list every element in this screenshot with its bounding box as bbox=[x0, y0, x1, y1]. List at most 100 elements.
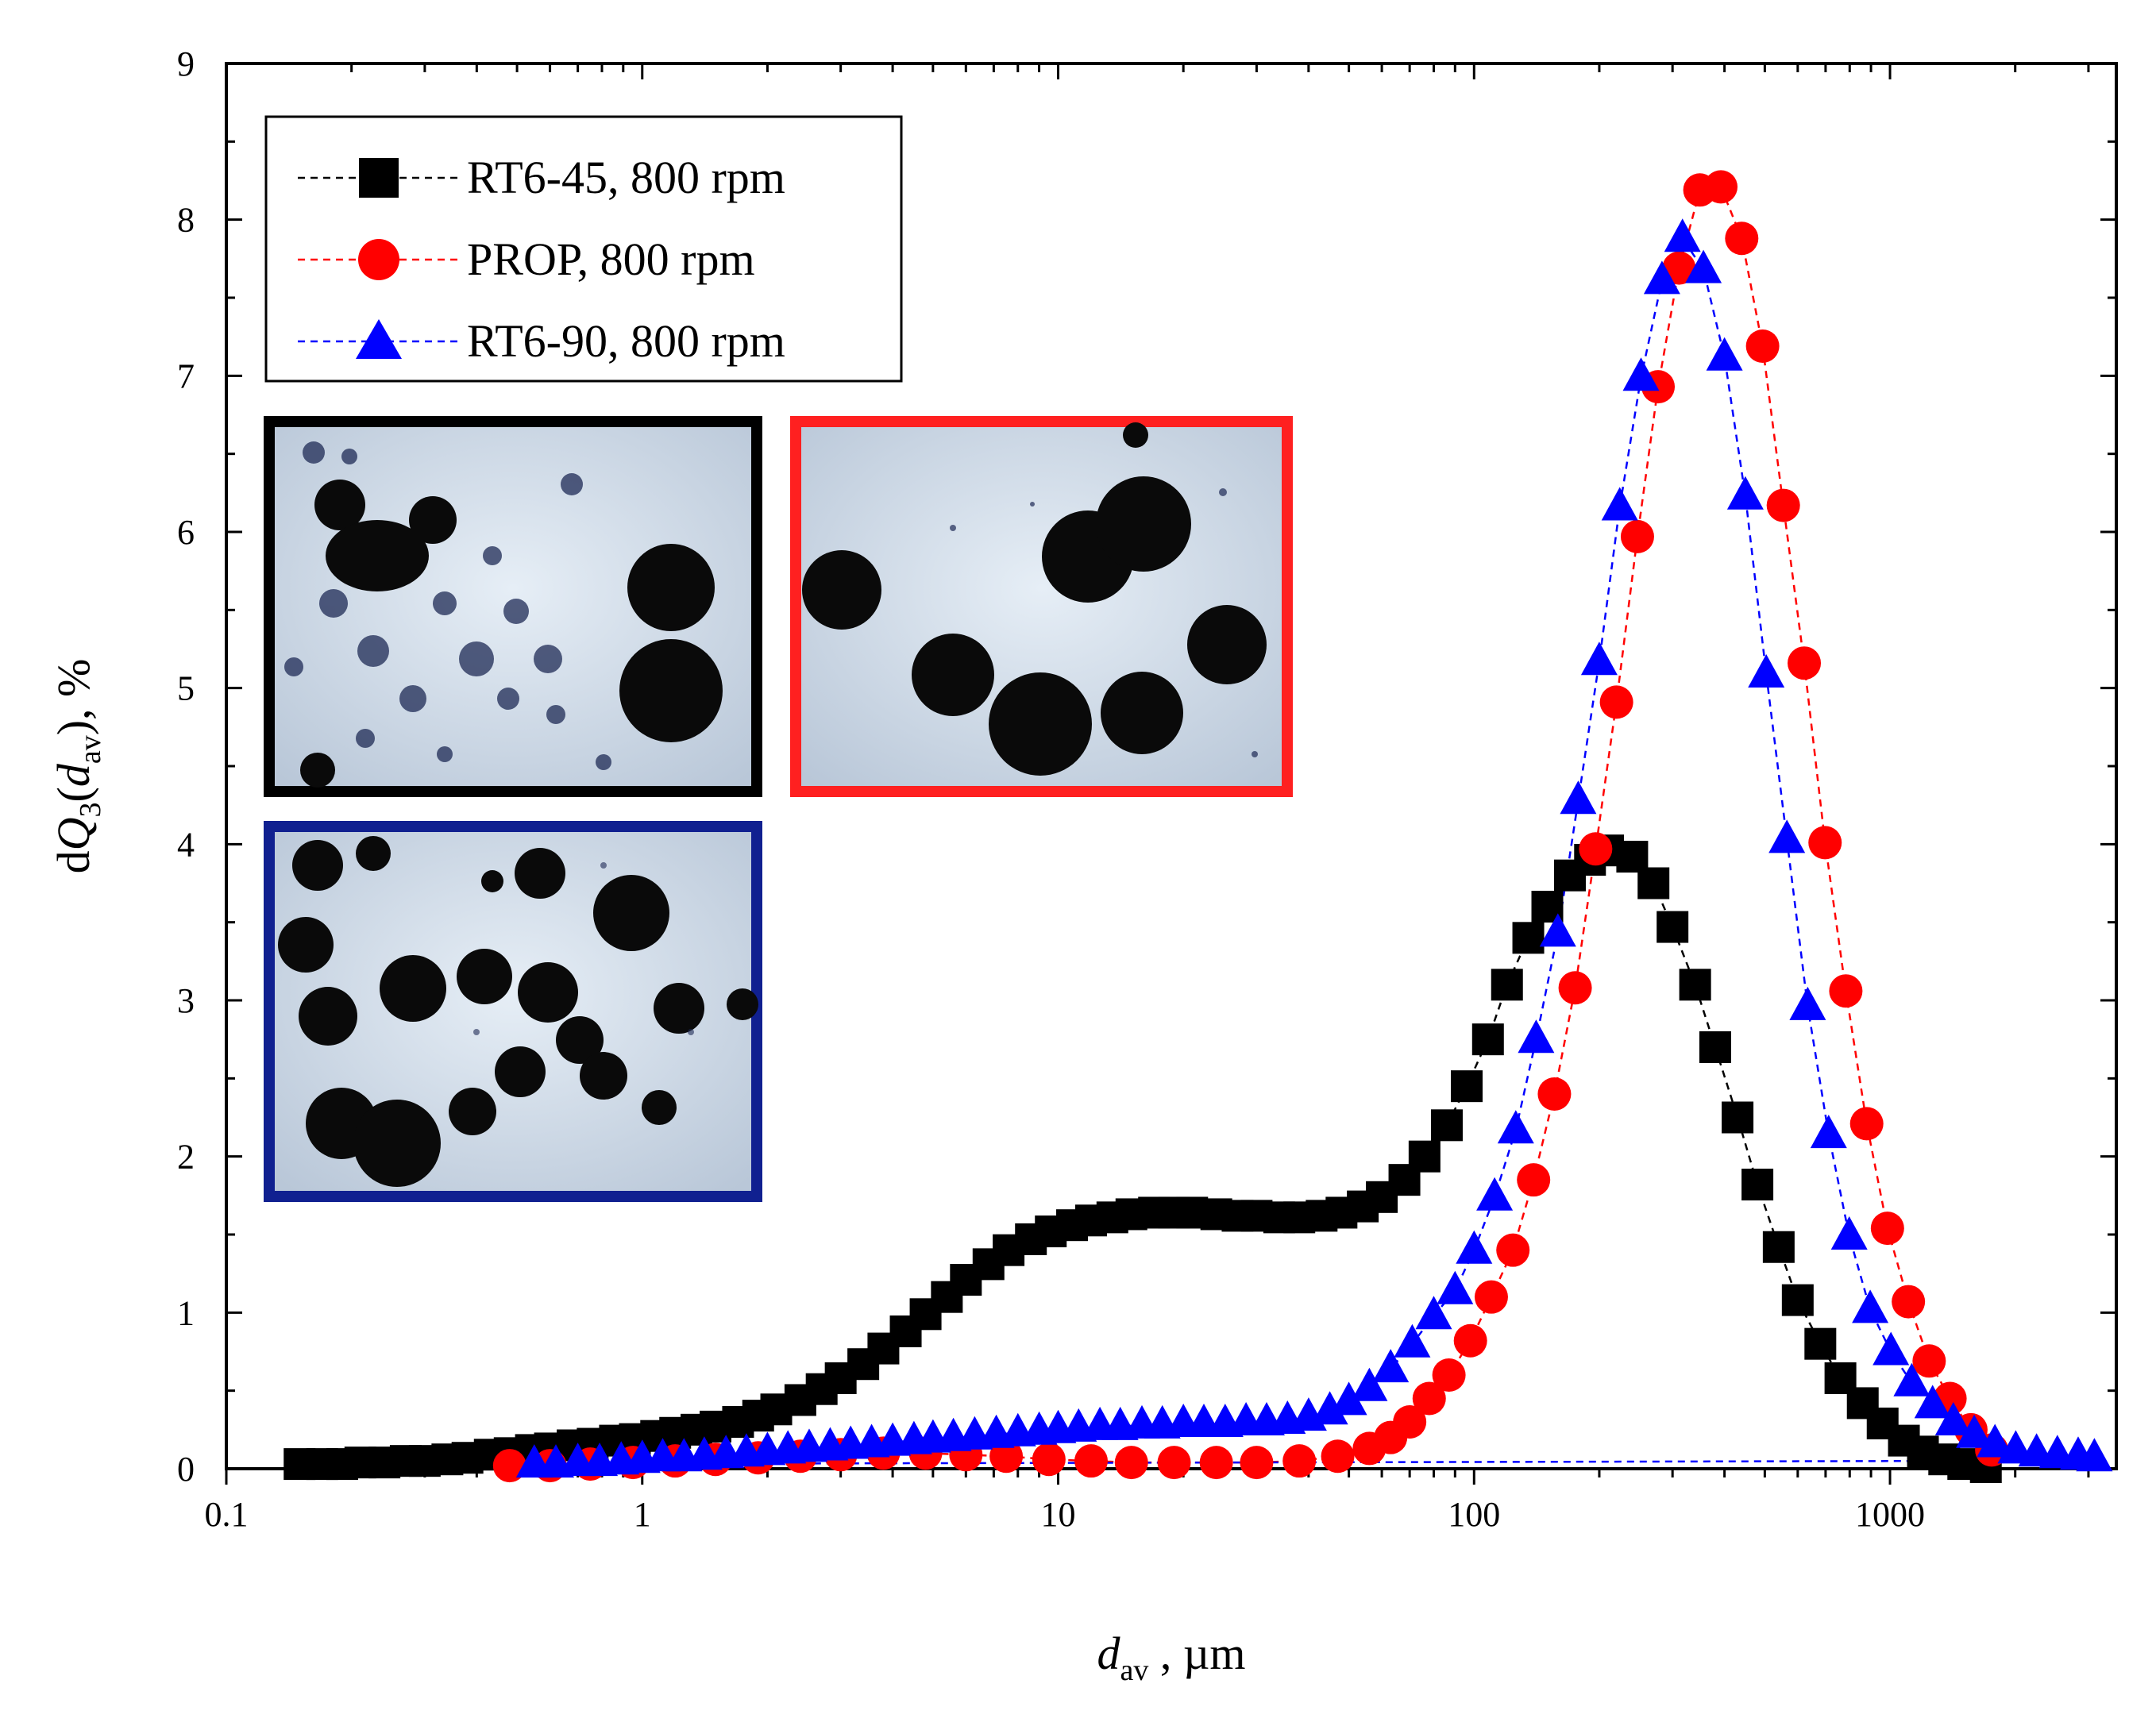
data-point-rt6-90 bbox=[1497, 1110, 1534, 1144]
y-axis-title: dQ3(dav), % bbox=[48, 659, 107, 874]
data-point-rt6-90 bbox=[1748, 654, 1785, 688]
data-point-rt6-90 bbox=[1664, 218, 1701, 252]
data-point-prop bbox=[1599, 685, 1633, 719]
data-point-rt6-90 bbox=[1934, 1402, 1972, 1435]
data-point-prop bbox=[1704, 170, 1738, 204]
data-point-prop bbox=[1579, 832, 1613, 866]
data-point-prop bbox=[1393, 1405, 1427, 1439]
data-point-rt6-45 bbox=[1430, 1109, 1463, 1142]
data-point-prop bbox=[1725, 222, 1759, 256]
data-point-prop bbox=[1157, 1446, 1191, 1480]
data-point-rt6-90 bbox=[1351, 1367, 1388, 1401]
y-tick-label: 6 bbox=[177, 513, 195, 552]
data-point-prop bbox=[1849, 1107, 1884, 1141]
series-line-rt6-90 bbox=[534, 236, 2095, 1466]
data-point-rt6-90 bbox=[1768, 819, 1806, 853]
legend-marker-rt6-45 bbox=[359, 158, 399, 198]
data-point-rt6-45 bbox=[1471, 1023, 1504, 1056]
y-tick-label: 7 bbox=[177, 356, 195, 395]
data-point-rt6-90 bbox=[1601, 487, 1638, 521]
data-point-prop bbox=[1892, 1285, 1926, 1319]
data-point-rt6-90 bbox=[1372, 1349, 1410, 1383]
data-point-rt6-45 bbox=[1657, 911, 1689, 943]
legend-label-rt6-45: RT6-45, 800 rpm bbox=[467, 152, 785, 203]
inset-micrograph-rt6-45 bbox=[264, 416, 762, 797]
inset-micrograph-prop bbox=[790, 416, 1293, 797]
legend-marker-rt6-90 bbox=[356, 319, 402, 359]
data-point-rt6-45 bbox=[1741, 1169, 1774, 1201]
data-point-prop bbox=[1912, 1344, 1946, 1378]
data-point-rt6-45 bbox=[1491, 969, 1523, 1001]
data-point-prop bbox=[1074, 1444, 1108, 1478]
y-tick-label: 1 bbox=[177, 1293, 195, 1332]
data-point-rt6-90 bbox=[1437, 1270, 1474, 1304]
data-point-rt6-90 bbox=[2076, 1438, 2113, 1472]
data-point-rt6-45 bbox=[1722, 1101, 1754, 1134]
data-point-prop bbox=[1662, 251, 1696, 285]
legend-marker-prop bbox=[358, 239, 399, 280]
data-point-prop bbox=[1412, 1381, 1446, 1416]
data-point-prop bbox=[1745, 329, 1780, 363]
x-tick-label: 1000 bbox=[1855, 1495, 1925, 1534]
data-point-rt6-45 bbox=[1804, 1327, 1837, 1360]
axis-ticks: 0 1 2 3 4 5 6 7 8 9 0.1 1 10 100 1000 bbox=[177, 44, 2116, 1534]
data-point-rt6-90 bbox=[1706, 337, 1743, 371]
y-tick-label: 5 bbox=[177, 669, 195, 708]
series-markers bbox=[283, 170, 2113, 1484]
data-point-rt6-90 bbox=[1685, 249, 1722, 283]
data-point-prop bbox=[989, 1439, 1024, 1474]
data-point-rt6-90 bbox=[1580, 641, 1618, 676]
data-point-rt6-45 bbox=[1512, 922, 1545, 954]
data-point-rt6-45 bbox=[1408, 1140, 1441, 1173]
legend-label-prop: PROP, 800 rpm bbox=[467, 233, 755, 285]
y-tick-label: 3 bbox=[177, 981, 195, 1020]
data-point-rt6-45 bbox=[1616, 841, 1649, 873]
x-tick-label: 0.1 bbox=[205, 1495, 249, 1534]
data-point-prop bbox=[1240, 1446, 1274, 1480]
y-tick-label: 2 bbox=[177, 1138, 195, 1177]
data-point-prop bbox=[1766, 488, 1800, 522]
data-point-rt6-90 bbox=[1415, 1296, 1452, 1330]
x-axis-title: dav , µm bbox=[1097, 1628, 1246, 1687]
data-point-prop bbox=[1032, 1443, 1066, 1477]
y-tick-label: 0 bbox=[177, 1450, 195, 1489]
data-point-prop bbox=[1829, 974, 1863, 1008]
data-point-rt6-45 bbox=[1450, 1070, 1483, 1103]
data-point-rt6-90 bbox=[1789, 986, 1826, 1020]
data-point-rt6-45 bbox=[1637, 867, 1670, 900]
data-point-rt6-90 bbox=[1977, 1423, 2014, 1458]
data-point-rt6-90 bbox=[1622, 357, 1660, 391]
data-point-prop bbox=[1788, 646, 1822, 680]
data-point-prop bbox=[1199, 1446, 1233, 1480]
x-tick-label: 100 bbox=[1448, 1495, 1500, 1534]
y-tick-label: 4 bbox=[177, 825, 195, 864]
data-point-rt6-45 bbox=[1679, 969, 1711, 1001]
data-point-rt6-90 bbox=[1810, 1115, 1847, 1149]
data-point-prop bbox=[1496, 1233, 1530, 1267]
data-point-rt6-90 bbox=[1830, 1216, 1868, 1250]
data-point-prop bbox=[1114, 1446, 1148, 1480]
x-tick-label: 10 bbox=[1041, 1495, 1076, 1534]
legend: RT6-45, 800 rpm PROP, 800 rpm RT6-90, 80… bbox=[264, 115, 903, 383]
x-tick-label: 1 bbox=[634, 1495, 651, 1534]
y-tick-label: 8 bbox=[177, 201, 195, 240]
data-point-prop bbox=[1517, 1163, 1551, 1197]
legend-label-rt6-90: RT6-90, 800 rpm bbox=[467, 315, 785, 367]
data-point-rt6-90 bbox=[1873, 1331, 1910, 1366]
data-point-rt6-90 bbox=[1852, 1289, 1889, 1323]
data-point-rt6-90 bbox=[1726, 476, 1764, 510]
data-point-rt6-90 bbox=[1518, 1019, 1555, 1054]
y-tick-label: 9 bbox=[177, 44, 195, 83]
data-point-rt6-90 bbox=[1539, 913, 1576, 947]
data-point-prop bbox=[1432, 1358, 1466, 1392]
data-point-rt6-90 bbox=[1311, 1391, 1348, 1425]
data-point-rt6-90 bbox=[1456, 1230, 1493, 1264]
data-point-rt6-90 bbox=[1560, 780, 1597, 815]
data-point-rt6-45 bbox=[1699, 1031, 1731, 1063]
data-point-rt6-90 bbox=[1893, 1362, 1930, 1396]
data-point-prop bbox=[1474, 1280, 1508, 1314]
data-point-prop bbox=[1453, 1323, 1487, 1358]
data-point-prop bbox=[1558, 971, 1592, 1005]
data-point-rt6-90 bbox=[1394, 1323, 1431, 1358]
